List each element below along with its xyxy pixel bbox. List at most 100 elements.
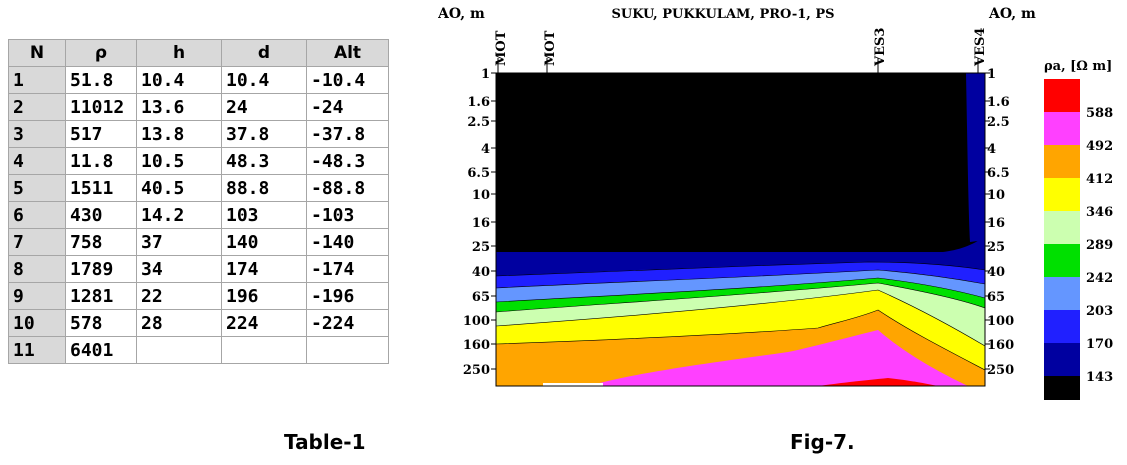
cell-h: 14.2 [136,201,222,229]
cell-alt: -174 [306,255,389,283]
legend-value: 170 [1086,337,1113,352]
header-n: N [8,39,66,67]
table-row: 5 1511 40.5 88.8 -88.8 [8,174,389,202]
layer-parameters-table: N ρ h d Alt 1 51.8 10.4 10.4 -10.4 2 11012 13.6… [8,39,389,364]
legend-swatch [1044,145,1080,178]
cell-d: 48.3 [221,147,307,175]
depth-label-left: 250 [463,363,490,378]
cell-h: 13.8 [136,120,222,148]
legend-swatch [1044,112,1080,145]
cell-h: 10.5 [136,147,222,175]
cell-h: 10.4 [136,66,222,94]
cell-rho: 1789 [65,255,137,283]
depth-label-right: 4 [987,142,996,157]
legend-value: 143 [1086,370,1113,385]
cell-alt: -24 [306,93,389,121]
depth-label-left: 25 [472,240,490,255]
table-row: 10 578 28 224 -224 [8,309,389,337]
table-row: 2 11012 13.6 24 -24 [8,93,389,121]
row-n: 1 [8,66,66,94]
depth-label-right: 25 [987,240,1005,255]
row-n: 3 [8,120,66,148]
legend-swatch [1044,79,1080,112]
figure-title: SUKU, PUKKULAM, PRO-1, PS [611,7,834,22]
left-axis-label: AO, m [438,6,485,22]
depth-label-right: 1.6 [987,95,1010,110]
table-caption: Table-1 [284,430,366,454]
legend-swatch [1044,211,1080,244]
cell-rho: 758 [65,228,137,256]
cell-h: 22 [136,282,222,310]
row-n: 7 [8,228,66,256]
legend: 588 492 412 346 289 242 203 170 143 [1044,79,1113,400]
cell-d: 224 [221,309,307,337]
resistivity-section-figure: SUKU, PUKKULAM, PRO-1, PS AO, m AO, m MO… [438,6,1113,400]
header-d: d [221,39,307,67]
legend-value: 492 [1086,139,1113,154]
legend-value: 412 [1086,172,1113,187]
cell-d [221,336,307,364]
cell-h: 34 [136,255,222,283]
table-row: 7 758 37 140 -140 [8,228,389,256]
cell-alt: -140 [306,228,389,256]
cell-d: 196 [221,282,307,310]
cell-h [136,336,222,364]
depth-label-right: 65 [987,290,1005,305]
row-n: 6 [8,201,66,229]
cell-alt: -224 [306,309,389,337]
legend-value: 588 [1086,106,1113,121]
legend-value: 289 [1086,238,1113,253]
cell-alt: -37.8 [306,120,389,148]
station-ticks [497,58,979,73]
table-row: 11 6401 [8,336,389,364]
cell-d: 37.8 [221,120,307,148]
depth-label-right: 160 [987,338,1014,353]
figure-caption: Fig-7. [790,430,855,454]
depth-label-right: 250 [987,363,1014,378]
cell-h: 40.5 [136,174,222,202]
cell-d: 10.4 [221,66,307,94]
cell-d: 24 [221,93,307,121]
right-axis-label: AO, m [988,6,1036,22]
depth-label-right: 10 [987,188,1005,203]
header-h: h [136,39,222,67]
cell-rho: 11.8 [65,147,137,175]
depth-axis: 1 1 1.6 1.6 2.5 2.5 4 4 6.5 6.5 10 10 16 16 25 25 40 40 65… [463,67,1014,378]
cell-alt: -48.3 [306,147,389,175]
cell-h: 28 [136,309,222,337]
table-row: 9 1281 22 196 -196 [8,282,389,310]
row-n: 10 [8,309,66,337]
legend-swatch [1044,178,1080,211]
resistivity-contours [496,73,985,386]
depth-label-left: 1.6 [467,95,490,110]
legend-value: 203 [1086,304,1113,319]
depth-label-right: 1 [987,67,996,82]
cell-rho: 1281 [65,282,137,310]
depth-label-right: 2.5 [987,115,1010,130]
depth-label-right: 16 [987,216,1005,231]
legend-swatch [1044,277,1080,310]
cell-alt: -10.4 [306,66,389,94]
cell-alt [306,336,389,364]
station-label: MOT [494,30,509,66]
cell-h: 13.6 [136,93,222,121]
legend-swatch [1044,310,1080,343]
legend-swatch [1044,343,1080,376]
depth-label-left: 65 [472,290,490,305]
plot-frame [495,72,986,387]
table-row: 1 51.8 10.4 10.4 -10.4 [8,66,389,94]
cell-rho: 51.8 [65,66,137,94]
cell-rho: 1511 [65,174,137,202]
depth-label-left: 4 [481,142,490,157]
cell-alt: -196 [306,282,389,310]
depth-label-right: 40 [987,265,1005,280]
cell-d: 140 [221,228,307,256]
cell-alt: -88.8 [306,174,389,202]
depth-label-left: 10 [472,188,490,203]
legend-value: 346 [1086,205,1113,220]
cell-d: 174 [221,255,307,283]
table-row: 4 11.8 10.5 48.3 -48.3 [8,147,389,175]
table-header-row: N ρ h d Alt [8,39,389,67]
legend-swatch [1044,376,1080,400]
table-row: 8 1789 34 174 -174 [8,255,389,283]
